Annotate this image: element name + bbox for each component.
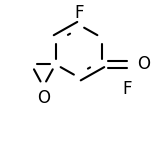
- Text: F: F: [74, 5, 84, 22]
- Text: O: O: [137, 55, 150, 73]
- Text: F: F: [123, 80, 132, 98]
- Text: O: O: [37, 89, 50, 107]
